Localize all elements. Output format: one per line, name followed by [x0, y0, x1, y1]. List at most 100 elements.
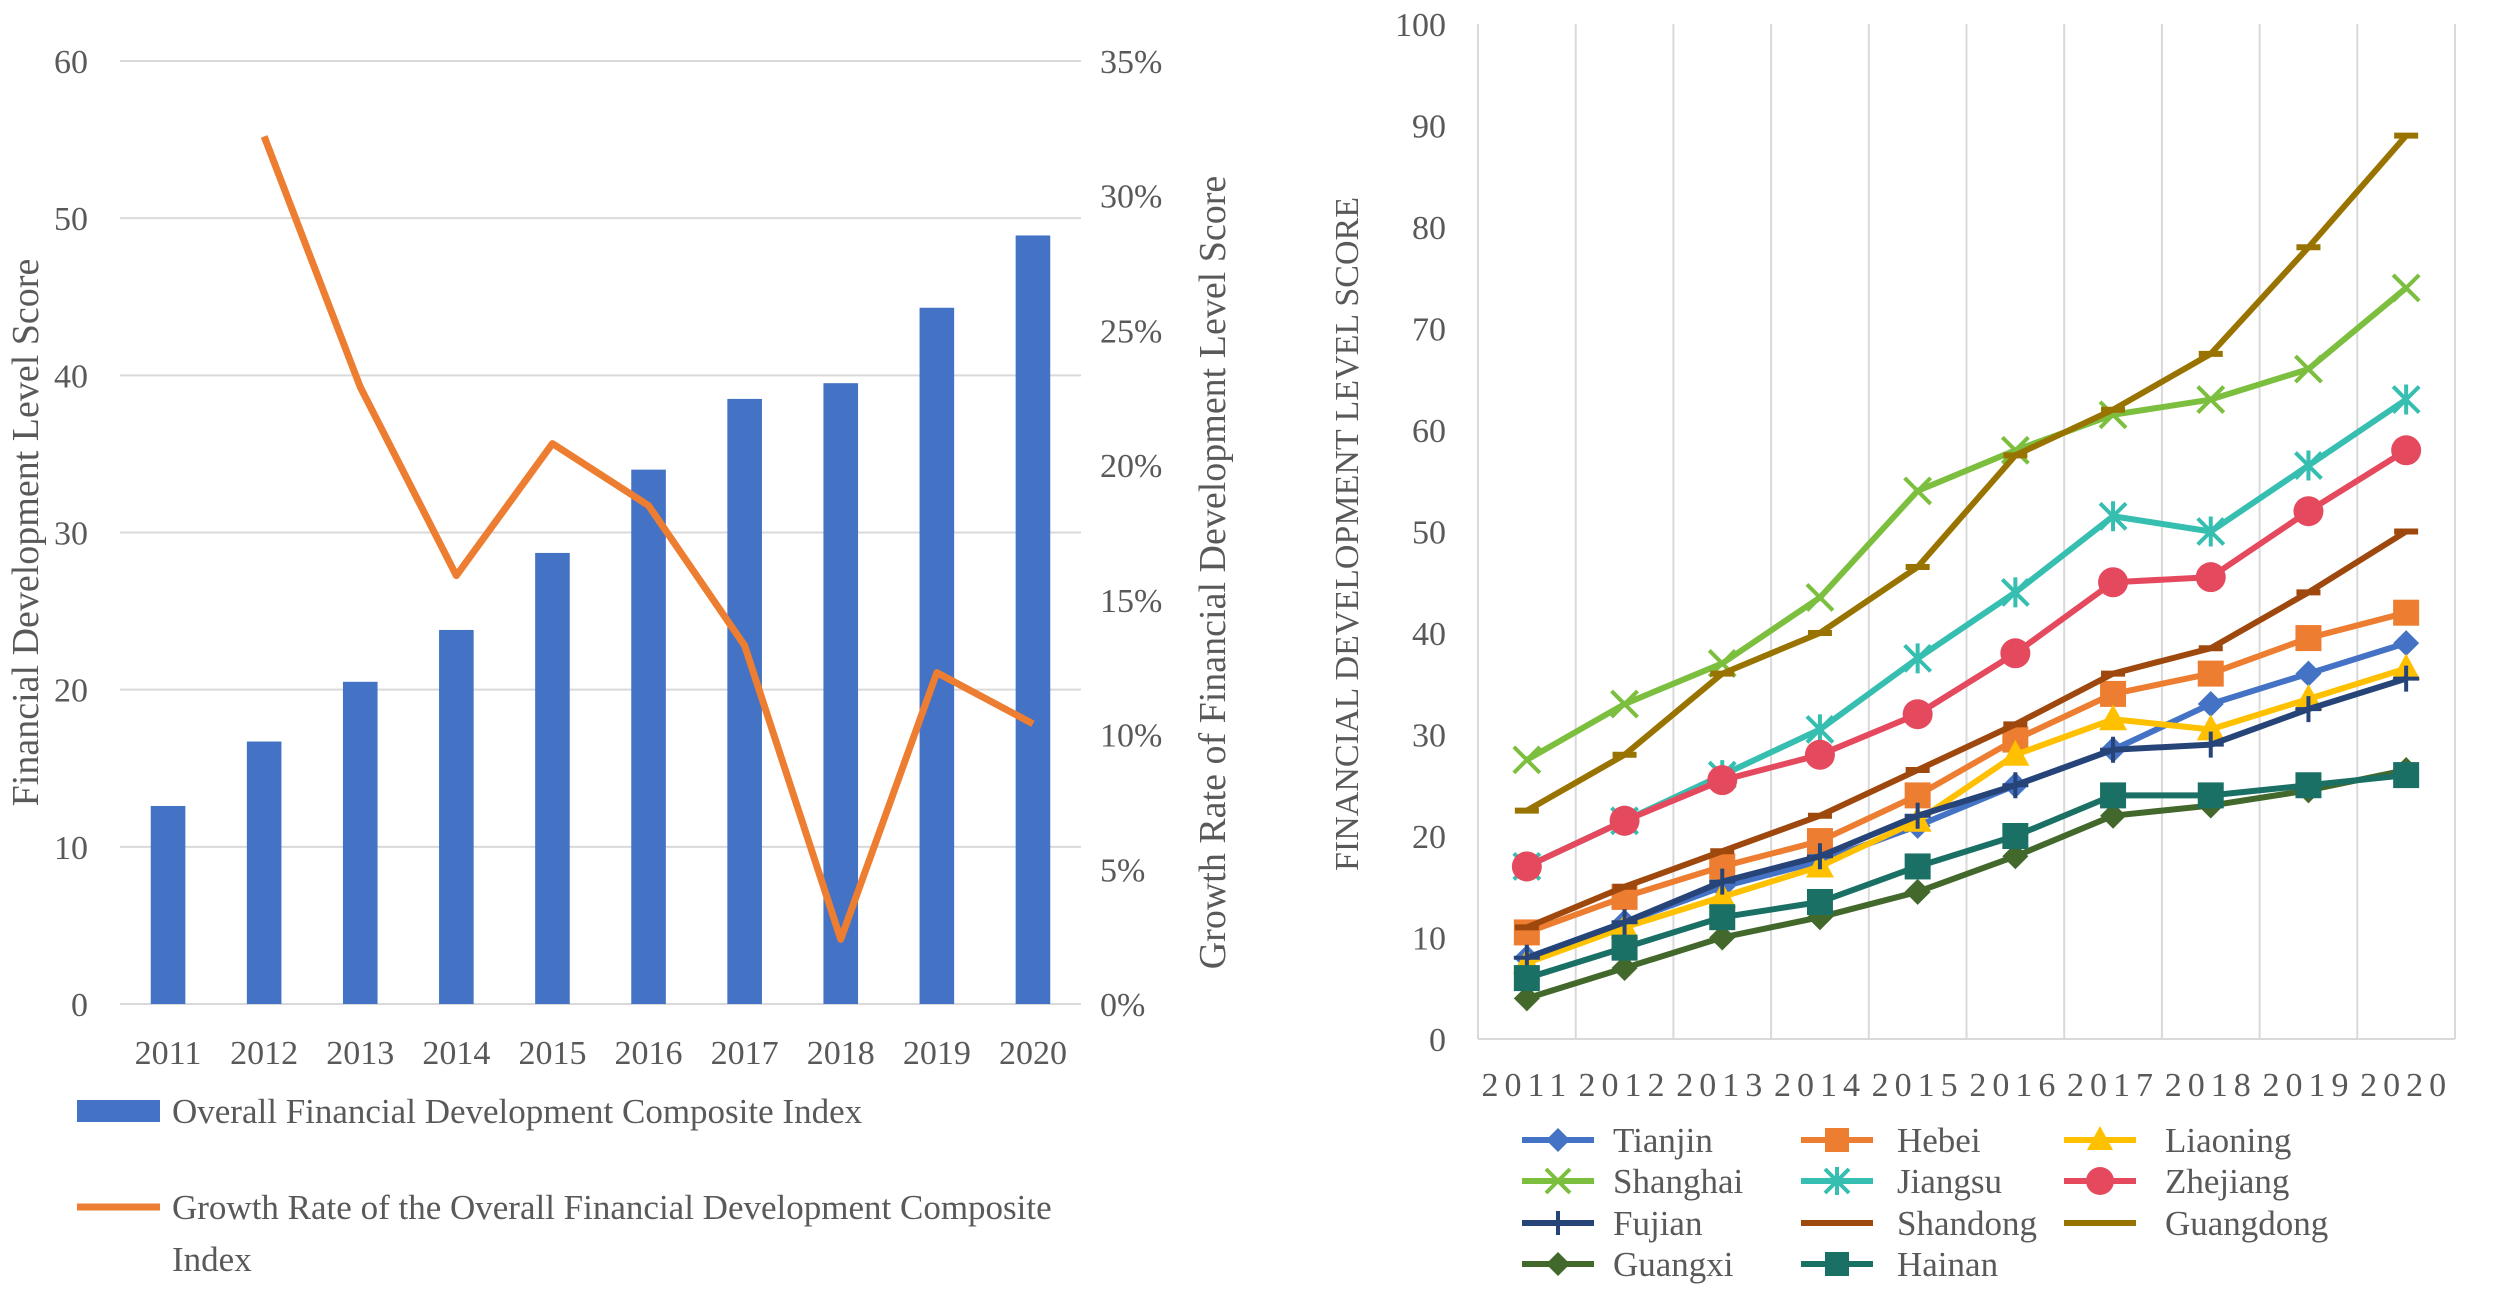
- legend-label: Fujian: [1613, 1204, 1702, 1243]
- triangle-marker: [1708, 881, 1737, 908]
- plus-marker: [2197, 731, 2224, 758]
- diamond-marker: [2295, 660, 2322, 687]
- circle-marker: [2000, 638, 2031, 669]
- diamond-marker: [2197, 691, 2224, 718]
- x-tick-label: 2015: [1872, 1067, 1964, 1104]
- legend-item: Shandong: [1801, 1204, 2037, 1243]
- bar: [919, 307, 955, 1004]
- x-marker: [2391, 273, 2421, 303]
- square-marker: [1825, 1252, 1849, 1276]
- bar: [246, 741, 282, 1004]
- x-tick-label: 2013: [1676, 1067, 1768, 1104]
- asterisk-marker: [2196, 516, 2226, 547]
- bar: [1015, 235, 1051, 1004]
- y-tick-label: 30: [54, 516, 88, 553]
- series-line: [1525, 665, 2408, 966]
- circle-marker: [2293, 496, 2324, 527]
- legend-label: Liaoning: [2165, 1121, 2291, 1160]
- y-tick-label: 20: [1412, 819, 1446, 856]
- x-tick-label: 2017: [711, 1035, 779, 1072]
- square-marker: [2197, 660, 2224, 687]
- left-chart: 0 10 20 30 40 50 60 0% 5% 10% 15% 20% 25% 30% 35% 2011 2…: [5, 44, 1234, 1279]
- triangle-marker: [2001, 739, 2030, 766]
- square-marker: [2197, 782, 2224, 809]
- legend-item: Guangdong: [2064, 1204, 2328, 1243]
- series-hainan: [1513, 762, 2420, 992]
- series-fujian: [1513, 665, 2420, 971]
- circle-marker: [2391, 435, 2422, 466]
- y-tick-label: 50: [1412, 515, 1446, 552]
- x-tick-label: 2011: [135, 1035, 202, 1072]
- plus-marker: [2100, 736, 2127, 763]
- triangle-marker: [2087, 1126, 2113, 1150]
- diamond-marker: [1611, 954, 1638, 981]
- x-tick-label: 2011: [1481, 1067, 1572, 1104]
- circle-marker: [1902, 699, 1933, 730]
- x-tick-label: 2020: [999, 1035, 1067, 1072]
- x-marker: [2294, 354, 2323, 384]
- legend-label: Jiangsu: [1897, 1162, 2002, 1201]
- plus-marker: [1806, 843, 1833, 870]
- legend-label: Shanghai: [1613, 1162, 1744, 1201]
- plus-marker: [2393, 665, 2420, 692]
- diamond-marker: [2100, 802, 2127, 829]
- series-guangdong: [1514, 132, 2419, 814]
- x-marker: [1805, 583, 1835, 612]
- legend-label: Tianjin: [1613, 1121, 1713, 1160]
- x-tick-label: 2019: [903, 1035, 971, 1072]
- series-line: [1525, 285, 2409, 763]
- y2-tick-label: 35%: [1100, 44, 1162, 81]
- x-tick-label: 2017: [2067, 1067, 2159, 1104]
- square-marker: [2100, 782, 2127, 809]
- plus-marker: [2002, 772, 2029, 799]
- square-marker: [2295, 625, 2322, 652]
- plus-marker: [2295, 696, 2322, 723]
- legend-item: Zhejiang: [2064, 1162, 2289, 1201]
- x-marker: [1544, 1167, 1572, 1195]
- circle-marker: [2086, 1167, 2114, 1195]
- asterisk-marker: [2098, 501, 2128, 532]
- square-marker: [1709, 904, 1736, 931]
- y2-axis-title: Growth Rate of Financial Development Lev…: [1192, 176, 1234, 970]
- y-tick-label: 10: [1412, 921, 1446, 958]
- asterisk-marker: [2391, 384, 2421, 415]
- asterisk-marker: [1805, 714, 1835, 745]
- circle-marker: [2195, 562, 2226, 593]
- bar: [150, 805, 186, 1004]
- triangle-marker: [2196, 714, 2225, 741]
- y-tick-label: 60: [1412, 413, 1446, 450]
- square-marker: [1513, 965, 1540, 992]
- legend-item: Hainan: [1801, 1245, 1998, 1284]
- x-marker: [1512, 745, 1542, 775]
- plus-marker: [1611, 909, 1638, 936]
- y-tick-label: 40: [1412, 616, 1446, 653]
- circle-marker: [1609, 805, 1640, 836]
- x-tick-label: 2013: [326, 1035, 394, 1072]
- y-tick-label: 10: [54, 830, 88, 867]
- square-marker: [2393, 762, 2420, 789]
- legend-label: Shandong: [1897, 1204, 2037, 1243]
- x-tick-label: 2016: [1969, 1067, 2061, 1104]
- x-tick-label: 2012: [1579, 1067, 1671, 1104]
- y-axis-title: Financial Development Level Score: [5, 259, 47, 807]
- diamond-marker: [2002, 843, 2029, 870]
- x-tick-label: 2012: [230, 1035, 298, 1072]
- y-tick-label: 50: [54, 201, 88, 238]
- y-tick-label: 60: [54, 44, 88, 81]
- legend-label: Hainan: [1897, 1245, 1998, 1284]
- legend-swatch-bar: [77, 1100, 160, 1122]
- y2-tick-label: 0%: [1100, 987, 1145, 1024]
- asterisk-marker: [2000, 577, 2030, 608]
- legend-label: Overall Financial Development Composite …: [172, 1092, 863, 1131]
- diamond-marker: [2393, 630, 2420, 657]
- legend-label: Guangxi: [1613, 1245, 1734, 1284]
- bar: [535, 552, 570, 1004]
- y-tick-label: 80: [1412, 210, 1446, 247]
- plus-marker: [1546, 1211, 1570, 1235]
- asterisk-marker: [1823, 1167, 1851, 1195]
- growth-rate-line: [260, 135, 1035, 943]
- x-tick-label: 2014: [1774, 1067, 1866, 1104]
- diamond-marker: [1904, 878, 1931, 905]
- x-marker: [1610, 689, 1639, 719]
